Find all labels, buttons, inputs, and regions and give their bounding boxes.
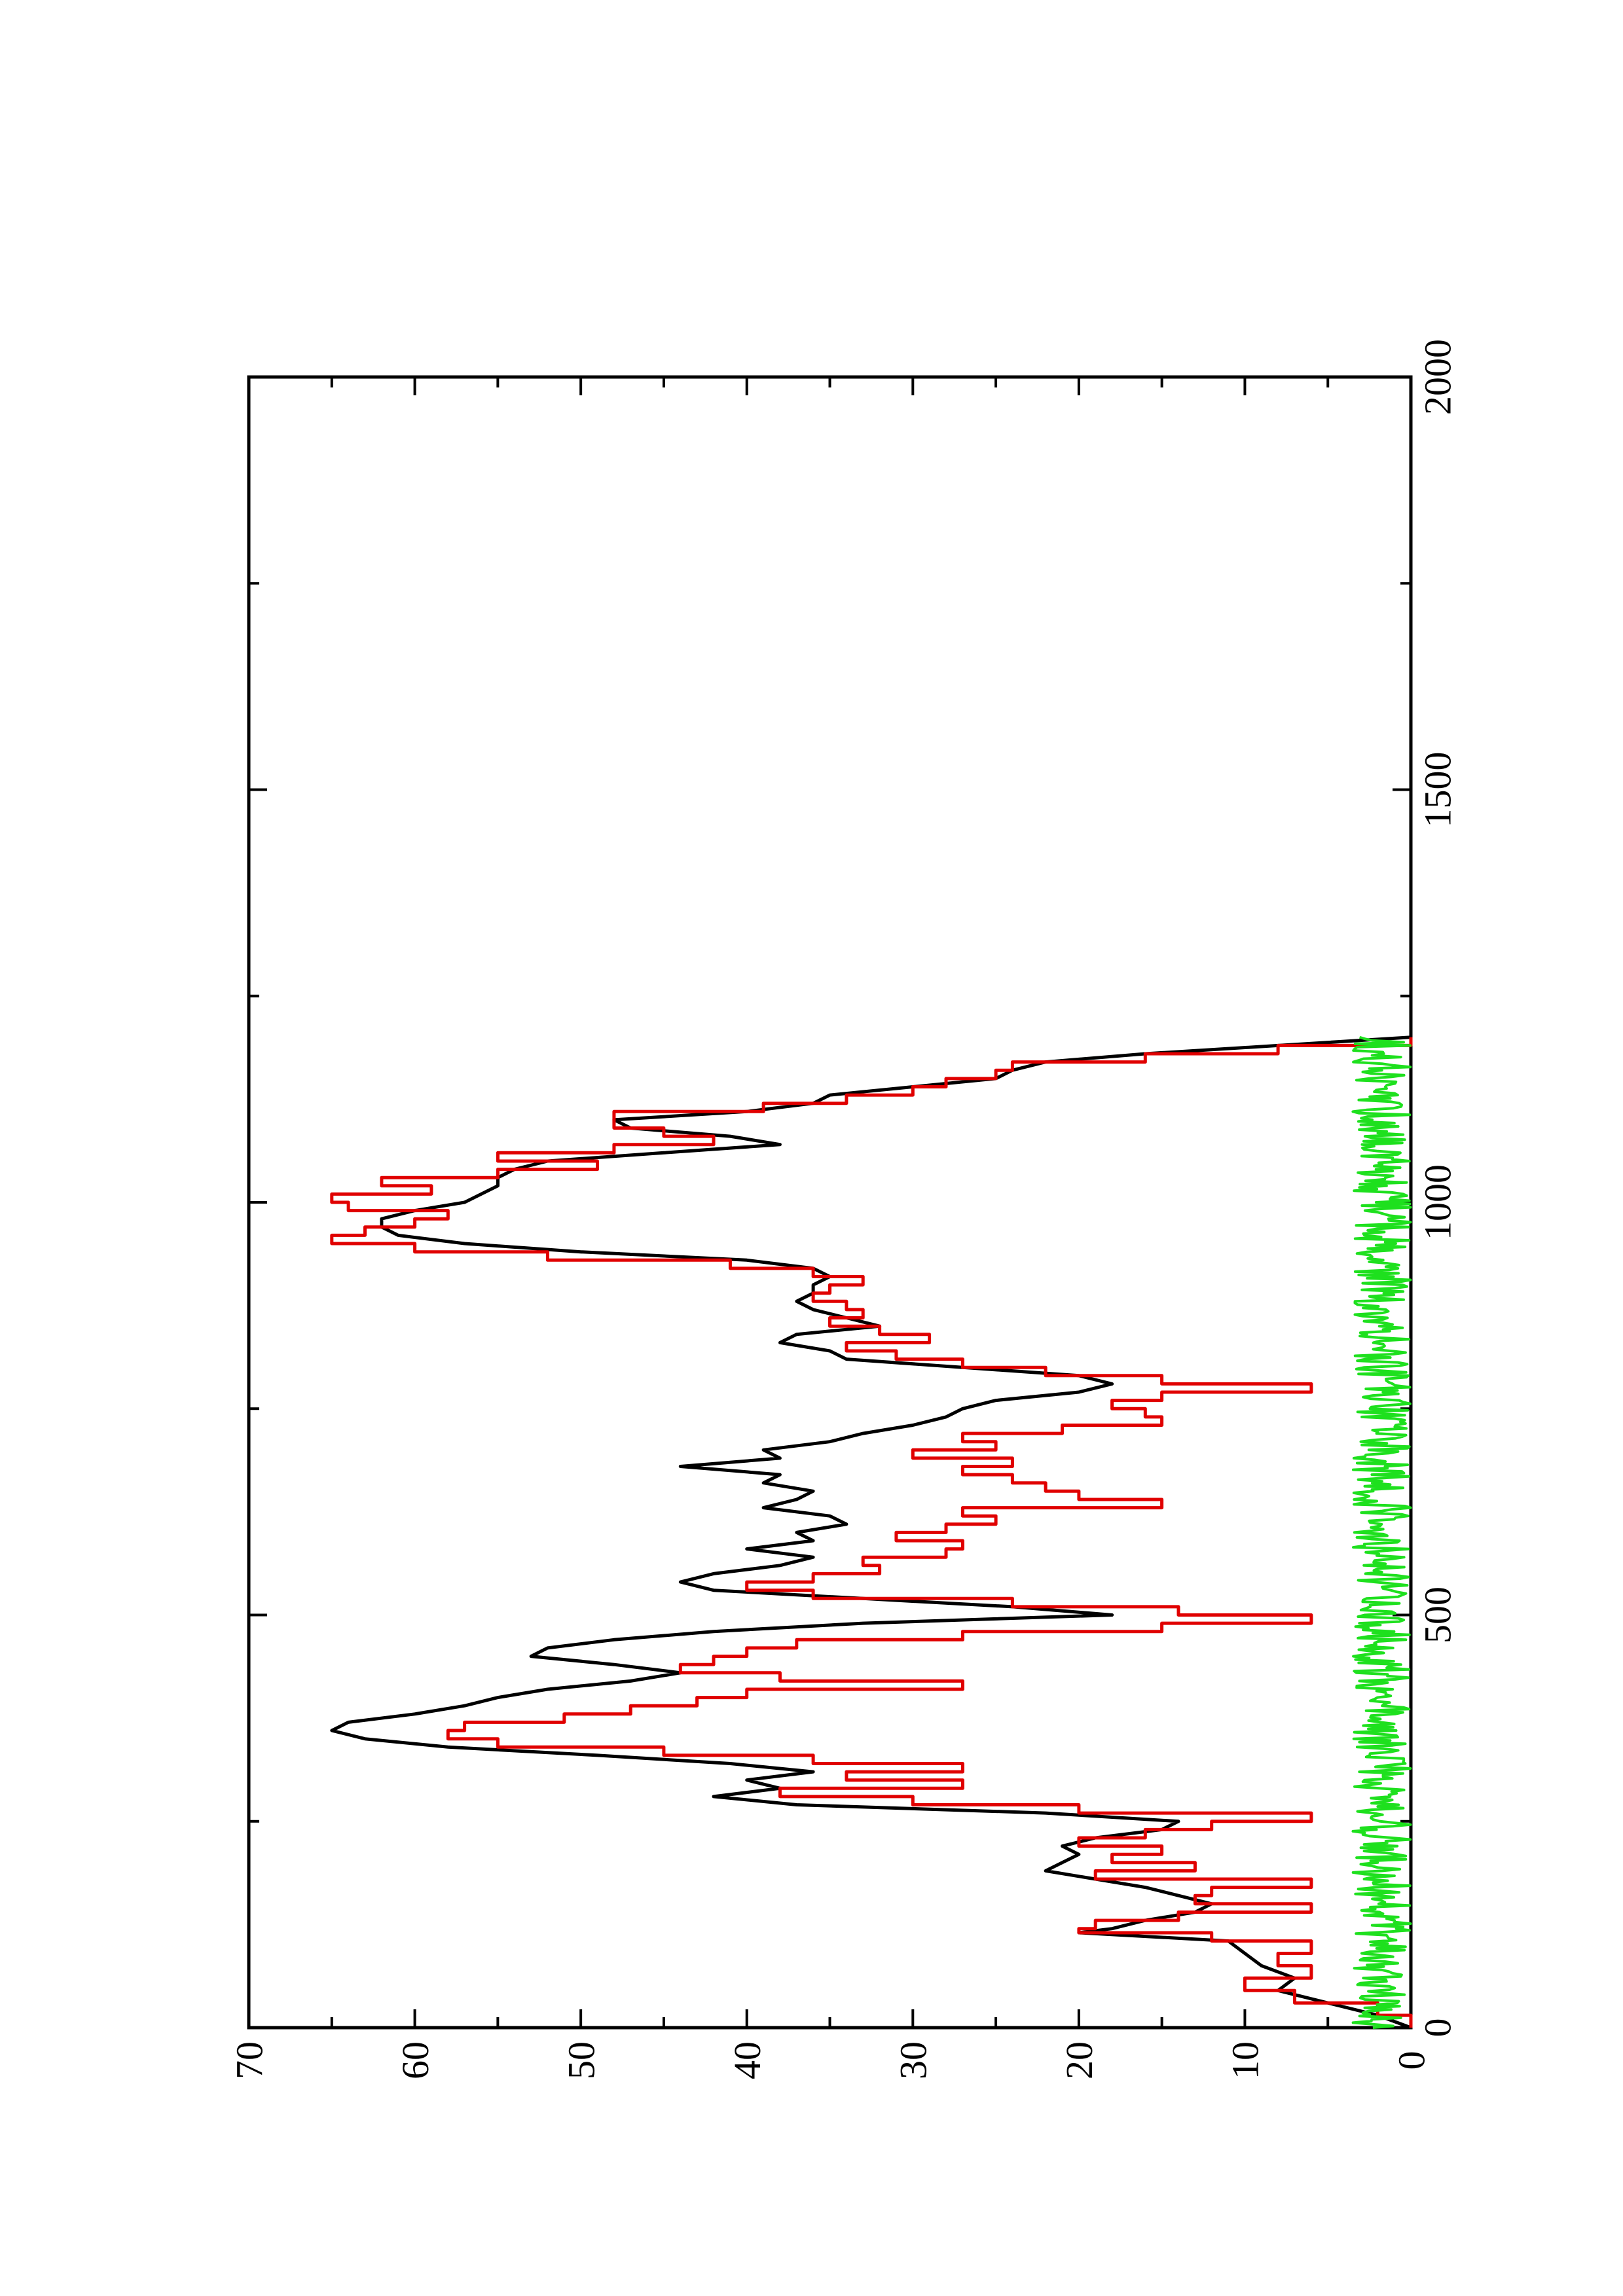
y-tick-label: 30 xyxy=(892,2041,935,2079)
series-green-noise-line xyxy=(1351,1035,1412,2029)
x-tick-label: 0 xyxy=(1416,2018,1459,2037)
x-tick-label: 1500 xyxy=(1416,752,1459,828)
series-group xyxy=(330,1035,1413,2030)
y-tick-label: 40 xyxy=(726,2041,769,2079)
y-tick-label: 70 xyxy=(228,2041,270,2079)
axis-ticks xyxy=(247,376,1412,2029)
x-tick-label: 500 xyxy=(1416,1587,1459,1643)
series-red-step-line xyxy=(330,1037,1413,2028)
y-tick-label: 20 xyxy=(1058,2041,1101,2079)
y-tick-label: 0 xyxy=(1390,2051,1432,2070)
y-tick-label: 10 xyxy=(1224,2041,1267,2079)
y-tick-label: 60 xyxy=(394,2041,437,2079)
x-tick-label: 2000 xyxy=(1416,339,1459,415)
plot-frame xyxy=(247,375,1413,2030)
tick-labels: 0 500 1000 1500 2000 0 10 20 30 40 50 60 70 xyxy=(228,339,1459,2079)
x-tick-label: 1000 xyxy=(1416,1164,1459,1240)
y-tick-label: 50 xyxy=(560,2041,602,2079)
